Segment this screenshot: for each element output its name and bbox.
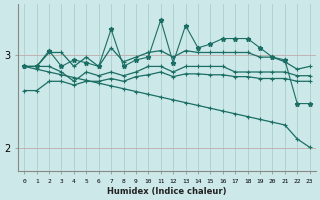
X-axis label: Humidex (Indice chaleur): Humidex (Indice chaleur) <box>107 187 227 196</box>
